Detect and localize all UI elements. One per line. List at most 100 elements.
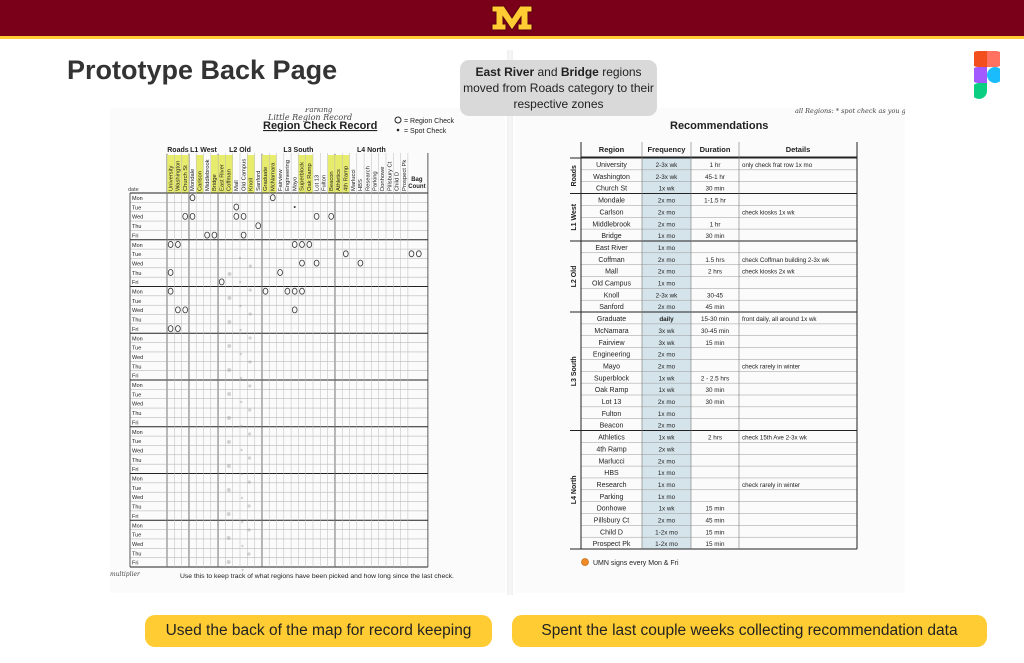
day-label: Tue bbox=[132, 299, 141, 305]
recommendation-column-header: Frequency bbox=[648, 145, 687, 154]
region-name: East River bbox=[595, 245, 628, 252]
details-value: front daily, all around 1x wk bbox=[742, 316, 817, 323]
details-value: check kiosks 1x wk bbox=[742, 209, 796, 216]
column-header: Carlson bbox=[198, 171, 204, 191]
region-name: Prospect Pk bbox=[593, 541, 631, 548]
frequency-value: 2x mo bbox=[658, 209, 676, 216]
zone-label: L2 Old bbox=[571, 266, 578, 288]
region-name: Oak Ramp bbox=[595, 387, 629, 394]
region-name: Mall bbox=[605, 269, 618, 276]
column-header: Parking bbox=[373, 171, 379, 191]
day-label: Thu bbox=[132, 505, 141, 511]
frequency-value: 1x mo bbox=[658, 470, 676, 477]
caption-record-keeping: Used the back of the map for record keep… bbox=[145, 615, 492, 647]
column-highlight bbox=[261, 155, 270, 193]
column-header: HBS bbox=[358, 179, 364, 191]
column-highlight bbox=[269, 155, 277, 193]
duration-value: 30-45 bbox=[707, 292, 724, 299]
date-label: date bbox=[128, 187, 139, 193]
frequency-value: 2-3x wk bbox=[656, 162, 679, 169]
day-label: Tue bbox=[132, 346, 141, 352]
day-label: Fri bbox=[132, 420, 138, 426]
column-header: Coffman bbox=[227, 169, 233, 191]
region-name: Fulton bbox=[602, 411, 622, 418]
legend-spot: = Spot Check bbox=[404, 128, 447, 135]
region-name: Beacon bbox=[600, 423, 624, 430]
column-header: Middlebrook bbox=[205, 159, 211, 191]
frequency-value: 2x wk bbox=[658, 446, 675, 453]
region-name: Bridge bbox=[601, 233, 621, 240]
region-name: Church St bbox=[596, 186, 627, 193]
handwritten-note: all Regions: * spot check as you go bbox=[795, 108, 905, 115]
legend-region: = Region Check bbox=[404, 118, 455, 125]
column-header: Mayo bbox=[292, 177, 298, 191]
day-label: Wed bbox=[132, 495, 143, 501]
group-label: L2 Old bbox=[229, 147, 251, 154]
day-label: Tue bbox=[132, 486, 141, 492]
frequency-value: 3x wk bbox=[658, 328, 675, 335]
recommendation-column-header: Duration bbox=[700, 145, 731, 154]
day-label: Thu bbox=[132, 271, 141, 277]
zone-label: L4 North bbox=[571, 475, 578, 504]
caption-recommendation-data: Spent the last couple weeks collecting r… bbox=[512, 615, 987, 647]
details-value: check rarely in winter bbox=[742, 363, 800, 370]
frequency-value: 1x mo bbox=[658, 494, 676, 501]
day-label: Wed bbox=[132, 448, 143, 454]
day-label: Thu bbox=[132, 364, 141, 370]
day-label: Mon bbox=[132, 243, 143, 249]
day-label: Thu bbox=[132, 411, 141, 417]
recommendation-column-header: Region bbox=[599, 145, 625, 154]
region-name: Athletics bbox=[598, 435, 625, 442]
region-name: Carlson bbox=[599, 209, 623, 216]
frequency-value: 1x wk bbox=[658, 375, 675, 382]
duration-value: 1-1.5 hr bbox=[704, 198, 726, 205]
day-label: Wed bbox=[132, 261, 143, 267]
column-header: Church St bbox=[183, 165, 189, 191]
spot-check-symbol bbox=[396, 128, 400, 132]
region-name: Parking bbox=[600, 494, 624, 501]
frequency-value: 1x wk bbox=[658, 435, 675, 442]
paper-fold bbox=[507, 50, 513, 595]
zone-label: Roads bbox=[571, 165, 578, 187]
region-name: Research bbox=[597, 482, 627, 489]
column-header: Research bbox=[365, 166, 371, 191]
day-label: Thu bbox=[132, 318, 141, 324]
column-highlight bbox=[174, 155, 182, 193]
duration-value: 1 hr bbox=[710, 221, 721, 228]
duration-value: 15 min bbox=[706, 541, 725, 548]
frequency-value: 2x mo bbox=[658, 423, 676, 430]
brand-gold-stripe bbox=[0, 36, 1024, 39]
column-header: Fulton bbox=[322, 175, 328, 191]
day-label: Tue bbox=[132, 205, 141, 211]
region-name: Child D bbox=[600, 529, 623, 536]
region-name: Pillsbury Ct bbox=[594, 518, 629, 525]
duration-value: 30 min bbox=[706, 233, 725, 240]
frequency-value: 2x mo bbox=[658, 518, 676, 525]
column-header: Child D bbox=[395, 172, 401, 191]
duration-value: 30 min bbox=[706, 186, 725, 193]
column-header: Mall bbox=[234, 180, 240, 191]
recommendations-title: Recommendations bbox=[670, 120, 768, 132]
region-name: Superblock bbox=[594, 375, 630, 382]
frequency-value: 1-2x mo bbox=[655, 529, 678, 536]
column-header: Mondale bbox=[190, 169, 196, 191]
frequency-value: 2-3x wk bbox=[656, 174, 679, 181]
page-title: Prototype Back Page bbox=[67, 55, 338, 85]
duration-value: 30-45 min bbox=[701, 328, 729, 335]
frequency-value: 1x wk bbox=[658, 186, 675, 193]
region-name: Graduate bbox=[597, 316, 626, 323]
region-name: Marlucci bbox=[598, 458, 625, 465]
day-label: Wed bbox=[132, 308, 143, 314]
frequency-value: daily bbox=[659, 316, 674, 323]
group-label: L3 South bbox=[283, 147, 313, 154]
frequency-value: 1x mo bbox=[658, 482, 676, 489]
column-highlight bbox=[210, 155, 219, 193]
column-header: Pillsbury Ct bbox=[387, 161, 393, 191]
duration-value: 30 min bbox=[706, 399, 725, 406]
frequency-value: 1-2x mo bbox=[655, 541, 678, 548]
frequency-value: 1x mo bbox=[658, 233, 676, 240]
column-header: Prospect Pk bbox=[402, 160, 408, 191]
duration-value: 15-30 min bbox=[701, 316, 729, 323]
column-highlight bbox=[196, 155, 204, 193]
frequency-value: 1x wk bbox=[658, 506, 675, 513]
